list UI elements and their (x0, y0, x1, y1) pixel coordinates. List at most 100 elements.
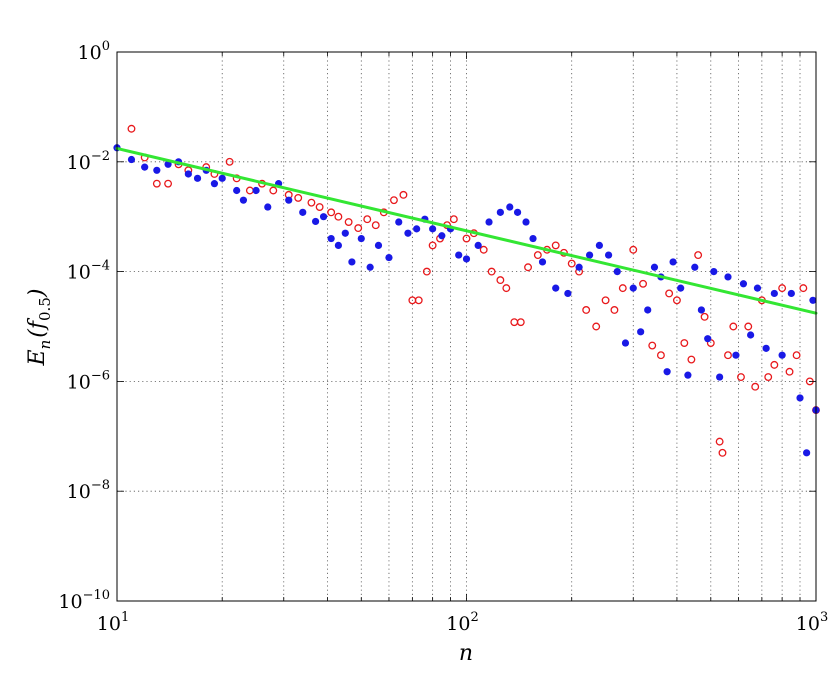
data-point-blue (239, 196, 248, 204)
data-point-blue (770, 289, 778, 298)
data-point-red (327, 208, 336, 217)
data-point-red (363, 215, 372, 224)
data-point-blue (796, 394, 804, 402)
data-point-blue (637, 328, 645, 336)
data-point-blue (184, 170, 192, 178)
data-point-blue (604, 251, 613, 259)
data-point-red (729, 322, 738, 331)
data-point-red (687, 355, 696, 364)
data-point-red (639, 279, 647, 288)
data-point-red (582, 306, 591, 314)
data-point-blue (564, 289, 572, 298)
data-point-blue (127, 155, 136, 164)
data-point-red (672, 296, 681, 305)
y-axis-label: En(f0.5) (25, 289, 54, 367)
data-point-blue (404, 229, 412, 237)
data-point-blue (334, 241, 342, 250)
data-point-blue (357, 234, 365, 243)
data-point-blue (210, 180, 219, 188)
data-point-red (164, 179, 173, 188)
data-point-blue (455, 251, 463, 259)
data-point-red (737, 373, 745, 382)
data-point-red (389, 196, 398, 205)
data-point-blue (485, 218, 493, 226)
data-point-red (601, 296, 610, 305)
data-point-blue (522, 218, 530, 226)
data-point-blue (438, 232, 446, 240)
data-point-blue (697, 306, 705, 314)
data-point-red (551, 241, 560, 250)
fit-line (115, 146, 818, 315)
data-point-red (269, 186, 278, 195)
data-point-blue (413, 225, 421, 233)
data-point-blue (595, 241, 603, 250)
x-tick-label: 101 (97, 610, 129, 635)
data-point-red (414, 296, 423, 305)
data-point-blue (462, 255, 471, 263)
data-point-blue (663, 368, 671, 376)
data-point-blue (366, 263, 374, 271)
data-point-blue (621, 339, 630, 347)
data-point-blue (348, 258, 356, 266)
data-point-red (334, 212, 343, 221)
data-point-blue (739, 280, 748, 288)
data-point-red (770, 360, 779, 369)
data-point-blue (710, 268, 718, 276)
svg-text:En(f0.5): En(f0.5) (25, 289, 54, 367)
data-point-red (567, 259, 576, 268)
data-point-red (744, 322, 753, 331)
data-point-red (399, 190, 408, 199)
data-point-blue (218, 174, 226, 182)
data-point-blue (747, 331, 755, 339)
y-tick-label: 10−10 (58, 588, 110, 613)
data-point-blue (809, 296, 817, 304)
data-point-blue (153, 166, 161, 174)
data-point-blue (629, 284, 637, 292)
data-point-red (315, 203, 324, 211)
data-point-red (127, 124, 136, 133)
data-point-blue (285, 196, 293, 204)
data-point-blue (311, 217, 320, 226)
x-tick-label: 103 (796, 610, 828, 635)
data-point-red (618, 284, 627, 293)
data-point-red (524, 263, 532, 272)
data-point-blue (552, 284, 560, 292)
data-point-blue (575, 263, 583, 271)
data-point-red (516, 318, 525, 327)
data-point-red (496, 276, 505, 285)
data-point-red (502, 284, 511, 293)
data-point-blue (753, 284, 762, 292)
data-point-red (715, 437, 724, 446)
data-point-red (487, 267, 496, 276)
data-point-red (344, 218, 353, 226)
data-point-blue (395, 218, 403, 226)
data-point-blue (585, 251, 594, 259)
data-point-red (799, 284, 808, 293)
data-point-blue (474, 241, 482, 250)
data-point-red (718, 448, 727, 457)
y-tick-label: 100 (78, 39, 110, 64)
data-point-blue (732, 351, 740, 359)
data-point-red (648, 341, 657, 350)
data-point-blue (506, 203, 514, 211)
data-point-blue (141, 163, 149, 171)
data-point-red (694, 251, 703, 260)
y-tick-labels: 100 10−2 10−4 10−6 10−8 10−10 (58, 39, 110, 613)
data-point-blue (684, 371, 692, 379)
data-point-red (680, 339, 689, 347)
x-axis-label: n (459, 641, 473, 666)
data-point-blue (529, 234, 537, 243)
data-point-red (294, 193, 303, 202)
data-point-blue (429, 225, 437, 233)
data-point-red (152, 179, 161, 188)
data-point-red (724, 351, 732, 360)
data-point-red (428, 241, 437, 250)
data-point-blue (374, 241, 383, 250)
data-point-blue (513, 208, 522, 216)
data-point-blue (704, 335, 712, 343)
y-tick-label: 10−8 (67, 478, 110, 503)
data-point-blue (538, 258, 547, 266)
data-point-blue (803, 449, 811, 457)
data-point-blue (778, 351, 786, 359)
